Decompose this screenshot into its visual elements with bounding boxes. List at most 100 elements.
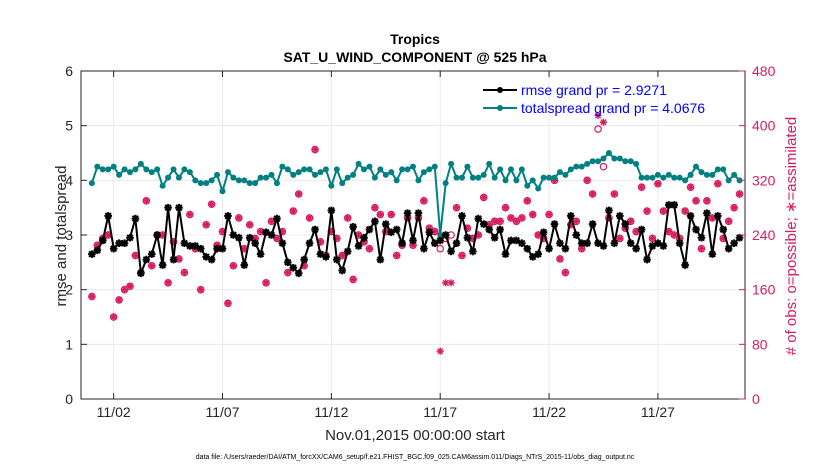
- x-tick-label: 11/07: [206, 404, 240, 420]
- obs-assimilated-marker: [126, 282, 134, 290]
- rmse-point: [469, 247, 477, 256]
- rmse-point: [191, 242, 200, 250]
- totalspread-point: [366, 163, 373, 170]
- totalspread-point: [682, 177, 689, 184]
- obs-assimilated-marker: [344, 214, 352, 222]
- rmse-point: [507, 236, 515, 245]
- totalspread-point: [687, 171, 694, 178]
- obs-assimilated-marker: [654, 180, 662, 188]
- rmse-point: [724, 244, 733, 253]
- rmse-point: [632, 244, 640, 253]
- totalspread-point: [165, 174, 172, 181]
- totalspread-point: [116, 171, 123, 178]
- totalspread-point: [246, 180, 253, 187]
- totalspread-point: [148, 169, 155, 176]
- totalspread-point: [638, 174, 645, 181]
- totalspread-point: [203, 180, 210, 187]
- obs-assimilated-marker: [295, 190, 303, 198]
- obs-assimilated-marker: [393, 251, 401, 260]
- obs-assimilated-marker: [491, 217, 499, 225]
- obs-possible-marker: [599, 162, 608, 171]
- rmse-point: [360, 233, 368, 242]
- y2-tick-label: 240: [752, 227, 776, 243]
- obs-assimilated-marker: [251, 234, 259, 243]
- obs-assimilated-marker: [180, 268, 189, 277]
- obs-assimilated-marker: [474, 231, 482, 239]
- obs-assimilated-marker: [637, 183, 646, 191]
- totalspread-point: [399, 166, 406, 173]
- totalspread-point: [709, 171, 716, 178]
- rmse-point: [474, 214, 483, 223]
- obs-assimilated-marker: [496, 217, 504, 225]
- totalspread-point: [535, 185, 542, 192]
- rmse-point: [196, 244, 205, 253]
- totalspread-point: [170, 166, 177, 173]
- totalspread-point: [556, 169, 563, 176]
- obs-assimilated-marker: [665, 227, 673, 236]
- rmse-point: [142, 255, 151, 264]
- rmse-series: [88, 201, 744, 278]
- rmse-point: [218, 244, 227, 253]
- obs-assimilated-marker: [300, 262, 308, 270]
- totalspread-point: [725, 177, 732, 184]
- y-tick-label: 1: [65, 336, 73, 352]
- totalspread-point: [665, 171, 672, 178]
- rmse-point: [588, 220, 597, 228]
- totalspread-point: [143, 166, 150, 173]
- totalspread-point: [469, 174, 476, 181]
- obs-assimilated-marker: [599, 118, 608, 126]
- totalspread-point: [350, 171, 357, 178]
- rmse-point: [311, 225, 319, 234]
- rmse-point: [425, 228, 434, 237]
- y-tick-label: 5: [65, 118, 73, 134]
- obs-assimilated-marker: [518, 214, 526, 222]
- obs-assimilated-marker: [692, 197, 700, 205]
- obs-assimilated-marker: [567, 221, 575, 229]
- totalspread-point: [181, 166, 188, 173]
- rmse-point: [534, 250, 542, 258]
- rmse-point: [381, 220, 390, 228]
- totalspread-point: [257, 174, 264, 181]
- totalspread-point: [224, 169, 231, 176]
- rmse-point: [147, 250, 156, 258]
- rmse-point: [659, 242, 668, 250]
- totalspread-point: [290, 171, 297, 178]
- rmse-point: [235, 233, 243, 242]
- rmse-point: [169, 255, 178, 264]
- rmse-point: [93, 246, 102, 255]
- totalspread-point: [295, 169, 302, 176]
- obs-assimilated-marker: [648, 234, 657, 243]
- totalspread-point: [126, 169, 133, 176]
- rmse-point: [104, 212, 113, 220]
- obs-assimilated-marker: [480, 193, 488, 202]
- totalspread-point: [720, 166, 727, 173]
- totalspread-point: [301, 166, 308, 173]
- obs-assimilated-marker: [703, 197, 711, 205]
- rmse-point: [115, 239, 123, 247]
- obs-assimilated-marker: [529, 210, 537, 219]
- obs-assimilated-marker: [431, 227, 439, 236]
- rmse-point: [137, 269, 145, 278]
- rmse-point: [441, 231, 450, 239]
- rmse-point: [409, 236, 417, 245]
- obs-assimilated-marker: [610, 190, 618, 198]
- rmse-point: [518, 239, 526, 247]
- totalspread-series: [88, 150, 743, 238]
- totalspread-point: [703, 171, 710, 178]
- obs-assimilated-marker: [327, 227, 335, 236]
- obs-assimilated-marker: [229, 262, 237, 270]
- rmse-point: [561, 244, 570, 253]
- obs-assimilated-marker: [246, 221, 254, 229]
- obs-assimilated-marker: [387, 210, 395, 219]
- totalspread-point: [154, 166, 161, 173]
- grid: [81, 71, 745, 399]
- rmse-point: [251, 239, 259, 247]
- obs-assimilated-marker: [714, 180, 722, 188]
- totalspread-point: [600, 155, 607, 162]
- totalspread-point: [649, 174, 656, 181]
- totalspread-point: [546, 174, 553, 181]
- rmse-point: [267, 231, 276, 239]
- totalspread-point: [94, 163, 101, 170]
- obs-assimilated-marker: [485, 221, 493, 229]
- rmse-point: [637, 225, 646, 234]
